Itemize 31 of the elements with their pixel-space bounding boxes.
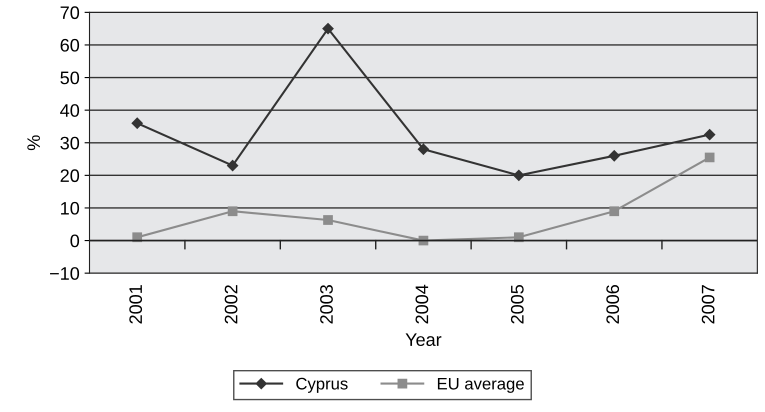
y-tick-label: 60 xyxy=(60,38,80,52)
legend-label: Cyprus xyxy=(296,378,348,393)
y-tick-label: 70 xyxy=(60,6,80,20)
x-tick-label: 2001 xyxy=(129,285,142,324)
point xyxy=(418,144,430,155)
y-axis-title: % xyxy=(27,135,40,150)
point xyxy=(704,129,716,140)
x-tick-label: 2006 xyxy=(606,285,620,324)
y-tick-label: 10 xyxy=(61,202,80,215)
y-tick-label: −10 xyxy=(50,267,80,280)
x-axis-title: Year xyxy=(406,333,442,346)
x-tick-label: 2007 xyxy=(702,285,714,324)
y-tick-label: 20 xyxy=(60,169,80,182)
y-tick-label: 30 xyxy=(60,136,80,150)
legend-label: EU average xyxy=(438,378,524,393)
point xyxy=(513,170,524,181)
y-tick-label: 0 xyxy=(70,234,80,248)
point xyxy=(228,206,238,216)
point xyxy=(227,160,238,172)
point xyxy=(609,206,620,216)
point xyxy=(323,215,333,225)
point xyxy=(132,118,143,129)
point xyxy=(322,23,334,34)
x-tick-label: 2004 xyxy=(415,284,428,324)
x-tick-label: 2002 xyxy=(224,285,238,324)
point xyxy=(608,150,620,162)
y-tick-label: 40 xyxy=(60,104,80,117)
y-tick-label: 50 xyxy=(60,71,80,84)
point xyxy=(704,152,715,162)
x-tick-label: 2005 xyxy=(510,285,524,324)
x-tick-label: 2003 xyxy=(320,285,333,324)
